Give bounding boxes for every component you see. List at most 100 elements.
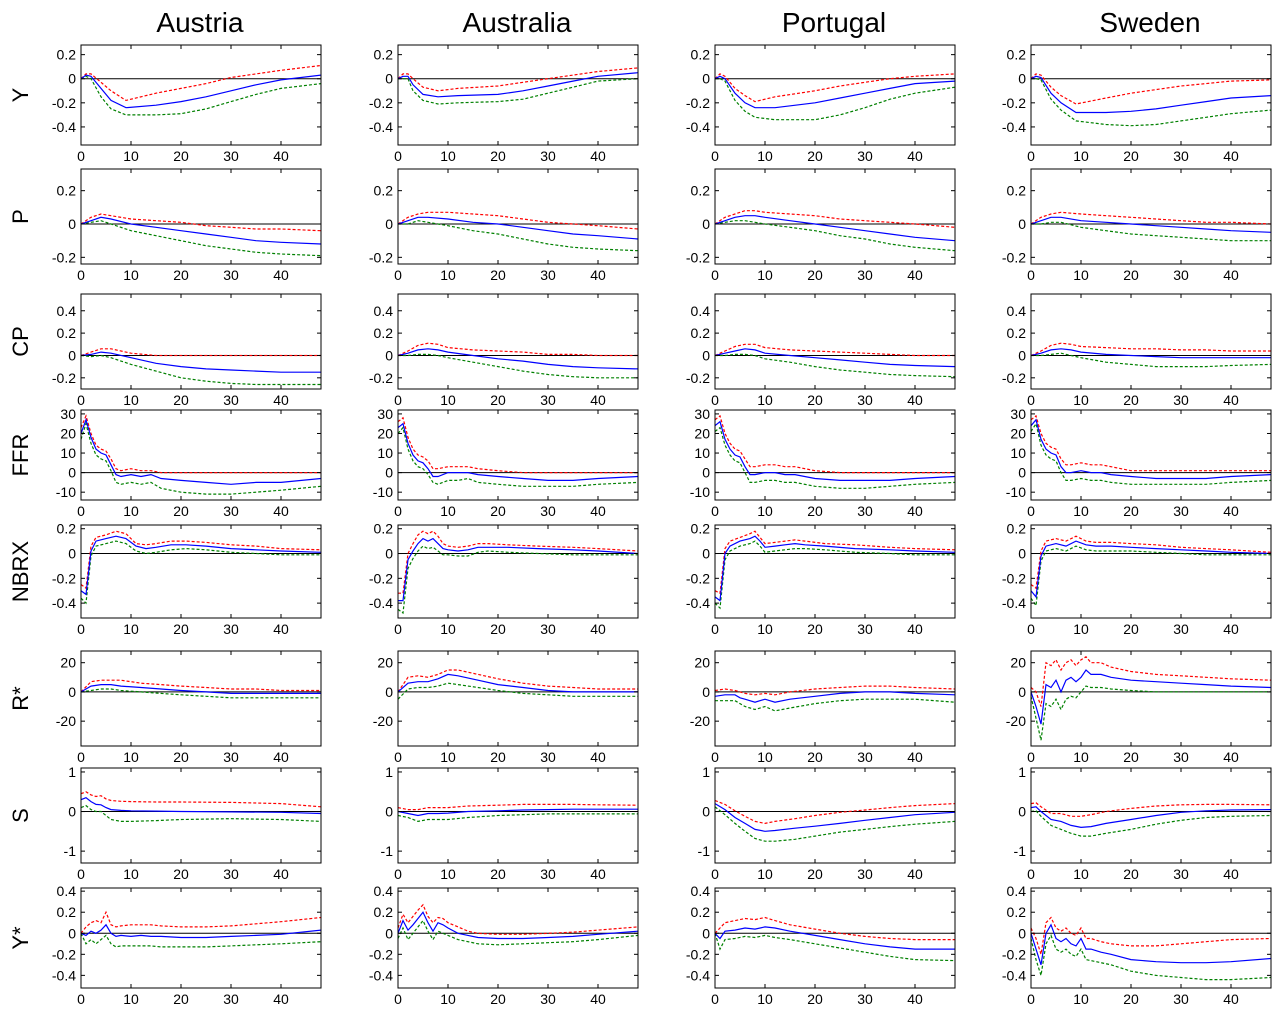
y-tick-label: 0.2 xyxy=(57,47,77,63)
y-tick-label: 0 xyxy=(68,684,76,700)
y-tick-label: 0.4 xyxy=(57,303,77,319)
series-line-upper xyxy=(398,903,638,935)
y-tick-label: 0.2 xyxy=(374,325,394,341)
row-label-p: P xyxy=(8,209,33,224)
x-tick-label: 0 xyxy=(1027,503,1035,519)
panel-austria-r-star: 0 10 20 30 40 -20 0 20 xyxy=(56,650,322,765)
x-tick-label: 20 xyxy=(173,503,189,519)
x-tick-label: 30 xyxy=(223,749,239,765)
x-tick-label: 40 xyxy=(907,503,923,519)
plot-frame xyxy=(397,650,639,747)
series-line-center xyxy=(715,926,955,950)
x-tick-label: 20 xyxy=(807,621,823,637)
x-tick-label: 10 xyxy=(757,267,773,283)
plot-frame xyxy=(1030,650,1272,747)
x-tick-label: 40 xyxy=(590,267,606,283)
plot-frame xyxy=(80,168,322,265)
x-tick-label: 10 xyxy=(440,392,456,408)
y-tick-label: 0 xyxy=(385,71,393,87)
series-line-lower xyxy=(398,353,638,379)
y-tick-label: 20 xyxy=(694,425,710,441)
series-line-center xyxy=(715,420,955,481)
y-tick-label: 0.2 xyxy=(374,521,394,537)
x-tick-label: 40 xyxy=(590,621,606,637)
y-tick-label: -0.2 xyxy=(52,249,76,265)
x-tick-label: 0 xyxy=(394,621,402,637)
y-tick-label: 20 xyxy=(1010,425,1026,441)
x-tick-label: 10 xyxy=(757,991,773,1007)
x-tick-label: 10 xyxy=(1073,866,1089,882)
x-tick-label: 0 xyxy=(711,392,719,408)
series-line-upper xyxy=(398,530,638,594)
panel-portugal-y-star: 0 10 20 30 40 -0.4 -0.2 0 0.2 0.4 xyxy=(686,883,956,1007)
x-tick-label: 20 xyxy=(490,392,506,408)
panel-australia-s: 0 10 20 30 40-101 xyxy=(381,764,639,882)
y-tick-label: 0 xyxy=(702,925,710,941)
y-tick-label: -0.4 xyxy=(1002,595,1026,611)
series-line-lower xyxy=(715,220,955,252)
x-tick-label: 30 xyxy=(223,866,239,882)
x-tick-label: 40 xyxy=(273,991,289,1007)
x-tick-label: 0 xyxy=(394,991,402,1007)
x-tick-label: 10 xyxy=(1073,267,1089,283)
y-tick-label: 0 xyxy=(68,925,76,941)
x-tick-label: 10 xyxy=(757,503,773,519)
x-tick-label: 30 xyxy=(1173,621,1189,637)
panel-australia-r-star: 0 10 20 30 40 -20 0 20 xyxy=(373,650,639,765)
y-tick-label: -0.2 xyxy=(1002,370,1026,386)
plot-frame xyxy=(397,44,639,146)
x-tick-label: 0 xyxy=(711,866,719,882)
x-tick-label: 10 xyxy=(757,621,773,637)
y-tick-label: 0.4 xyxy=(374,883,394,899)
country-title-sweden: Sweden xyxy=(1099,7,1200,38)
series-line-upper xyxy=(1031,802,1271,817)
x-tick-label: 40 xyxy=(907,621,923,637)
x-tick-label: 40 xyxy=(590,749,606,765)
y-tick-label: -1 xyxy=(698,843,711,859)
y-tick-label: 0.2 xyxy=(1007,904,1027,920)
x-tick-label: 40 xyxy=(1223,621,1239,637)
x-tick-label: 30 xyxy=(540,749,556,765)
y-tick-label: 0.4 xyxy=(57,883,77,899)
series-line-center xyxy=(81,535,321,596)
y-tick-label: -0.4 xyxy=(686,967,710,983)
y-tick-label: 30 xyxy=(1010,406,1026,422)
y-tick-label: 0.2 xyxy=(57,325,77,341)
x-tick-label: 20 xyxy=(490,991,506,1007)
x-tick-label: 0 xyxy=(1027,392,1035,408)
y-tick-label: -10 xyxy=(690,484,710,500)
panels-grid: 0 10 20 30 40-0.4-0.200.20 10 20 30 40-0.200.20 1… xyxy=(52,44,1272,1007)
series-line-lower xyxy=(81,354,321,386)
x-tick-label: 0 xyxy=(77,267,85,283)
series-line-center xyxy=(81,216,321,245)
x-tick-label: 10 xyxy=(123,749,139,765)
series-line-upper xyxy=(1031,73,1271,105)
x-tick-label: 10 xyxy=(123,866,139,882)
x-tick-label: 20 xyxy=(490,267,506,283)
y-tick-label: 0 xyxy=(702,347,710,363)
x-tick-label: 40 xyxy=(590,866,606,882)
series-line-lower xyxy=(1031,545,1271,608)
x-tick-label: 0 xyxy=(1027,991,1035,1007)
y-tick-label: 0 xyxy=(702,546,710,562)
y-tick-label: -0.2 xyxy=(1002,249,1026,265)
x-tick-label: 30 xyxy=(1173,267,1189,283)
series-line-upper xyxy=(715,414,955,474)
x-tick-label: 30 xyxy=(540,148,556,164)
series-line-lower xyxy=(398,682,638,700)
x-tick-label: 0 xyxy=(1027,866,1035,882)
plot-frame xyxy=(397,168,639,265)
series-line-upper xyxy=(398,211,638,230)
x-tick-label: 40 xyxy=(590,991,606,1007)
x-tick-label: 10 xyxy=(757,392,773,408)
row-label-r-star: R* xyxy=(8,686,33,711)
x-tick-label: 10 xyxy=(440,866,456,882)
y-tick-label: 0 xyxy=(1018,71,1026,87)
y-tick-label: 0 xyxy=(1018,804,1026,820)
series-line-center xyxy=(81,923,321,939)
x-tick-label: 10 xyxy=(440,621,456,637)
y-tick-label: 0 xyxy=(1018,347,1026,363)
x-tick-label: 40 xyxy=(1223,991,1239,1007)
x-tick-label: 0 xyxy=(77,749,85,765)
